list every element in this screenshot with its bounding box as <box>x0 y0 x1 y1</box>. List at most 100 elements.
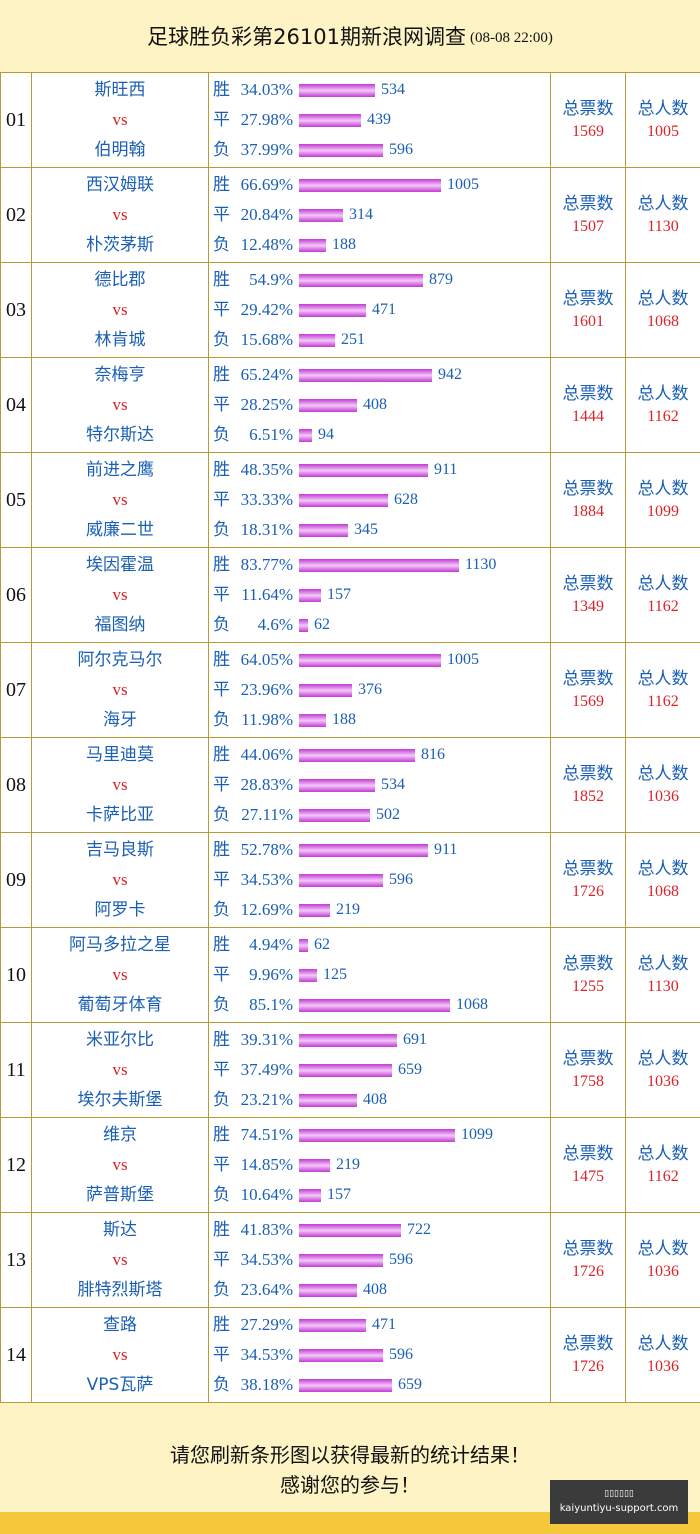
vs-label: vs <box>112 1060 128 1079</box>
total-votes-value: 1569 <box>572 123 604 140</box>
total-people-cell: 总人数 1130 <box>625 167 700 263</box>
lose-label: 负 <box>213 425 230 445</box>
lose-percent: 18.31% <box>240 520 293 539</box>
draw-row: 平 23.96% 376 <box>209 675 550 705</box>
home-team: 米亚尔比 <box>86 1030 154 1050</box>
draw-label: 平 <box>213 1155 230 1175</box>
draw-bar <box>299 968 317 982</box>
vs-label: vs <box>112 680 128 699</box>
win-row: 胜 41.83% 722 <box>209 1215 550 1245</box>
total-votes-cell: 总票数 1475 <box>550 1117 626 1213</box>
survey-time: (08-08 22:00) <box>469 29 553 46</box>
total-people-cell: 总人数 1036 <box>625 1307 700 1403</box>
draw-bar <box>299 1158 330 1172</box>
total-votes-value: 1884 <box>572 503 604 520</box>
match-number: 09 <box>0 832 32 928</box>
draw-label: 平 <box>213 870 230 890</box>
win-label: 胜 <box>213 460 230 480</box>
home-team: 奈梅亨 <box>94 365 146 385</box>
vs-label: vs <box>112 300 128 319</box>
vs-label: vs <box>112 1155 128 1174</box>
lose-percent: 38.18% <box>240 1375 293 1394</box>
total-votes-cell: 总票数 1852 <box>550 737 626 833</box>
draw-count: 659 <box>398 1061 422 1078</box>
match-row: 05 前进之鹰 vs 威廉二世 胜 48.35% 911 平 33.33% 628 负 18.31% 3… <box>0 452 700 548</box>
win-count: 942 <box>438 366 462 383</box>
home-team: 马里迪莫 <box>86 745 154 765</box>
total-people-label: 总人数 <box>637 1144 689 1164</box>
win-label: 胜 <box>213 840 230 860</box>
lose-row: 负 27.11% 502 <box>209 800 550 830</box>
lose-count: 188 <box>332 236 356 253</box>
away-team: 埃尔夫斯堡 <box>77 1090 163 1110</box>
lose-label: 负 <box>213 1185 230 1205</box>
total-votes-label: 总票数 <box>562 1334 614 1354</box>
win-row: 胜 34.03% 534 <box>209 75 550 105</box>
lose-row: 负 18.31% 345 <box>209 515 550 545</box>
match-teams: 德比郡 vs 林肯城 <box>31 262 209 358</box>
win-bar <box>299 178 441 192</box>
total-people-cell: 总人数 1099 <box>625 452 700 548</box>
total-votes-cell: 总票数 1884 <box>550 452 626 548</box>
total-people-value: 1036 <box>647 1263 679 1280</box>
draw-percent: 14.85% <box>240 1155 293 1174</box>
total-votes-cell: 总票数 1601 <box>550 262 626 358</box>
win-bar <box>299 653 441 667</box>
win-row: 胜 52.78% 911 <box>209 835 550 865</box>
match-teams: 西汉姆联 vs 朴茨茅斯 <box>31 167 209 263</box>
total-people-value: 1130 <box>647 218 679 235</box>
draw-count: 125 <box>323 966 347 983</box>
total-people-cell: 总人数 1068 <box>625 832 700 928</box>
match-stats: 胜 34.03% 534 平 27.98% 439 负 37.99% 596 <box>208 72 551 168</box>
total-votes-label: 总票数 <box>562 1049 614 1069</box>
vs-label: vs <box>112 870 128 889</box>
match-number: 01 <box>0 72 32 168</box>
lose-row: 负 85.1% 1068 <box>209 990 550 1020</box>
draw-bar <box>299 1348 383 1362</box>
win-label: 胜 <box>213 175 230 195</box>
lose-percent: 10.64% <box>240 1185 293 1204</box>
total-votes-label: 总票数 <box>562 194 614 214</box>
total-people-value: 1036 <box>647 788 679 805</box>
win-row: 胜 27.29% 471 <box>209 1310 550 1340</box>
total-people-label: 总人数 <box>637 669 689 689</box>
match-teams: 阿尔克马尔 vs 海牙 <box>31 642 209 738</box>
draw-label: 平 <box>213 110 230 130</box>
lose-percent: 12.48% <box>240 235 293 254</box>
vs-label: vs <box>112 775 128 794</box>
lose-count: 502 <box>376 806 400 823</box>
total-people-label: 总人数 <box>637 954 689 974</box>
win-row: 胜 66.69% 1005 <box>209 170 550 200</box>
total-people-cell: 总人数 1036 <box>625 1212 700 1308</box>
win-percent: 74.51% <box>240 1125 293 1144</box>
total-votes-value: 1349 <box>572 598 604 615</box>
lose-count: 408 <box>363 1091 387 1108</box>
lose-count: 219 <box>336 901 360 918</box>
match-row: 07 阿尔克马尔 vs 海牙 胜 64.05% 1005 平 23.96% 376 负 11.98% 1… <box>0 642 700 738</box>
match-number: 08 <box>0 737 32 833</box>
draw-count: 596 <box>389 1346 413 1363</box>
total-people-label: 总人数 <box>637 99 689 119</box>
match-teams: 斯旺西 vs 伯明翰 <box>31 72 209 168</box>
home-team: 吉马良斯 <box>86 840 154 860</box>
lose-bar <box>299 238 326 252</box>
win-label: 胜 <box>213 650 230 670</box>
match-stats: 胜 41.83% 722 平 34.53% 596 负 23.64% 408 <box>208 1212 551 1308</box>
lose-row: 负 38.18% 659 <box>209 1370 550 1400</box>
total-people-value: 1099 <box>647 503 679 520</box>
win-count: 62 <box>314 936 330 953</box>
total-votes-label: 总票数 <box>562 954 614 974</box>
vs-label: vs <box>112 205 128 224</box>
total-votes-value: 1444 <box>572 408 604 425</box>
away-team: 阿罗卡 <box>94 900 146 920</box>
total-votes-value: 1601 <box>572 313 604 330</box>
total-people-label: 总人数 <box>637 384 689 404</box>
lose-row: 负 4.6% 62 <box>209 610 550 640</box>
total-votes-value: 1852 <box>572 788 604 805</box>
home-team: 斯旺西 <box>94 80 146 100</box>
home-team: 德比郡 <box>94 270 146 290</box>
footer-line-refresh: 请您刷新条形图以获得最新的统计结果！ <box>170 1443 530 1467</box>
lose-row: 负 11.98% 188 <box>209 705 550 735</box>
match-number: 06 <box>0 547 32 643</box>
match-row: 03 德比郡 vs 林肯城 胜 54.9% 879 平 29.42% 471 负 15.68% 251 总… <box>0 262 700 358</box>
